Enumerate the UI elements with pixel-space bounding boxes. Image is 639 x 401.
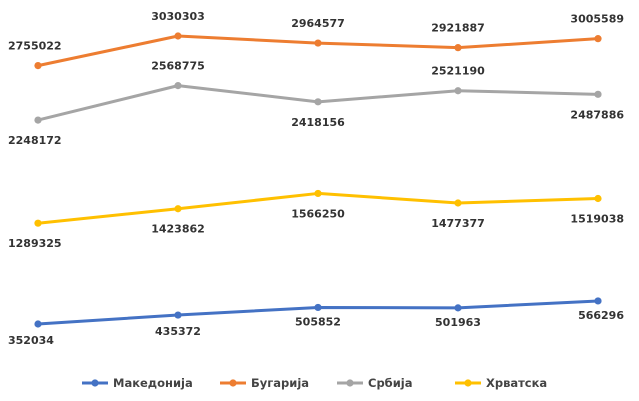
data-point-bugarija-4 (454, 44, 462, 52)
data-point-srbija-2 (174, 82, 182, 90)
data-label-makedonija-1: 352034 (8, 334, 54, 347)
data-point-makedonija-1 (34, 320, 42, 328)
data-point-hrvatska-2 (174, 205, 182, 213)
data-point-bugarija-2 (174, 32, 182, 40)
data-label-hrvatska-2: 1423862 (151, 223, 205, 236)
legend-label-hrvatska: Хрватска (486, 376, 547, 390)
data-label-makedonija-3: 505852 (295, 315, 341, 328)
legend-marker-makedonija (91, 379, 99, 387)
data-label-hrvatska-3: 1566250 (291, 207, 345, 220)
data-label-makedonija-5: 566296 (578, 309, 624, 322)
legend-label-srbija: Србија (368, 376, 412, 390)
data-labels: 352034 435372 505852 501963 566296 2755022 303… (8, 10, 624, 347)
data-point-bugarija-3 (314, 39, 322, 47)
data-point-makedonija-4 (454, 304, 462, 312)
data-point-makedonija-2 (174, 311, 182, 319)
data-label-bugarija-2: 3030303 (151, 10, 205, 23)
data-point-bugarija-5 (594, 35, 602, 43)
data-point-bugarija-1 (34, 62, 42, 70)
legend-label-makedonija: Македонија (113, 376, 193, 390)
plot-area (34, 32, 602, 328)
data-point-hrvatska-3 (314, 189, 322, 198)
data-label-srbija-3: 2418156 (291, 116, 345, 129)
data-label-hrvatska-5: 1519038 (570, 213, 624, 226)
legend-marker-srbija (346, 379, 354, 387)
data-point-srbija-4 (454, 87, 462, 95)
data-point-srbija-3 (314, 98, 322, 106)
data-label-bugarija-5: 3005589 (570, 13, 624, 26)
data-point-makedonija-5 (594, 297, 602, 305)
legend: Македонија Бугарија Србија Хрватска (82, 376, 547, 390)
legend-marker-hrvatska (464, 379, 472, 387)
data-label-hrvatska-1: 1289325 (8, 237, 62, 250)
data-point-srbija-5 (594, 90, 602, 98)
data-label-hrvatska-4: 1477377 (431, 217, 485, 230)
legend-label-bugarija: Бугарија (251, 376, 309, 390)
data-point-hrvatska-5 (594, 194, 602, 203)
data-label-bugarija-3: 2964577 (291, 17, 345, 30)
data-label-srbija-1: 2248172 (8, 134, 62, 147)
legend-marker-bugarija (229, 379, 237, 387)
data-label-srbija-4: 2521190 (431, 65, 485, 78)
data-label-makedonija-2: 435372 (155, 325, 201, 338)
data-point-hrvatska-1 (34, 219, 42, 227)
data-label-srbija-5: 2487886 (570, 108, 624, 121)
data-label-srbija-2: 2568775 (151, 60, 205, 73)
data-point-hrvatska-4 (454, 199, 462, 207)
data-label-bugarija-4: 2921887 (431, 22, 485, 35)
data-point-srbija-1 (34, 116, 42, 124)
data-label-makedonija-4: 501963 (435, 316, 481, 329)
data-label-bugarija-1: 2755022 (8, 40, 62, 53)
data-point-makedonija-3 (314, 303, 322, 312)
